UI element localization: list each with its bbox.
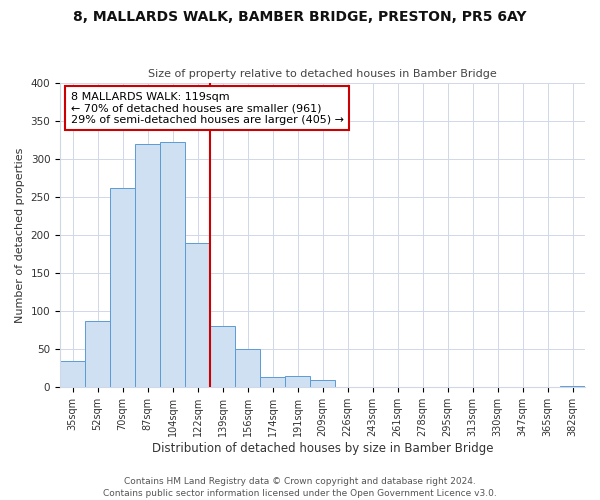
Title: Size of property relative to detached houses in Bamber Bridge: Size of property relative to detached ho… [148,69,497,79]
Bar [235,349,260,388]
Text: 8 MALLARDS WALK: 119sqm
← 70% of detached houses are smaller (961)
29% of semi-d: 8 MALLARDS WALK: 119sqm ← 70% of detache… [71,92,344,125]
Bar [85,321,110,388]
Bar [260,376,285,388]
Text: Contains HM Land Registry data © Crown copyright and database right 2024.
Contai: Contains HM Land Registry data © Crown c… [103,476,497,498]
Bar [285,376,310,388]
Bar [210,326,235,388]
Bar [310,380,335,388]
Y-axis label: Number of detached properties: Number of detached properties [15,148,25,322]
X-axis label: Distribution of detached houses by size in Bamber Bridge: Distribution of detached houses by size … [152,442,493,455]
Bar [135,144,160,388]
Bar [60,360,85,388]
Bar [110,188,135,388]
Bar [185,242,210,388]
Bar [560,386,585,388]
Bar [160,142,185,388]
Bar [335,386,360,388]
Text: 8, MALLARDS WALK, BAMBER BRIDGE, PRESTON, PR5 6AY: 8, MALLARDS WALK, BAMBER BRIDGE, PRESTON… [73,10,527,24]
